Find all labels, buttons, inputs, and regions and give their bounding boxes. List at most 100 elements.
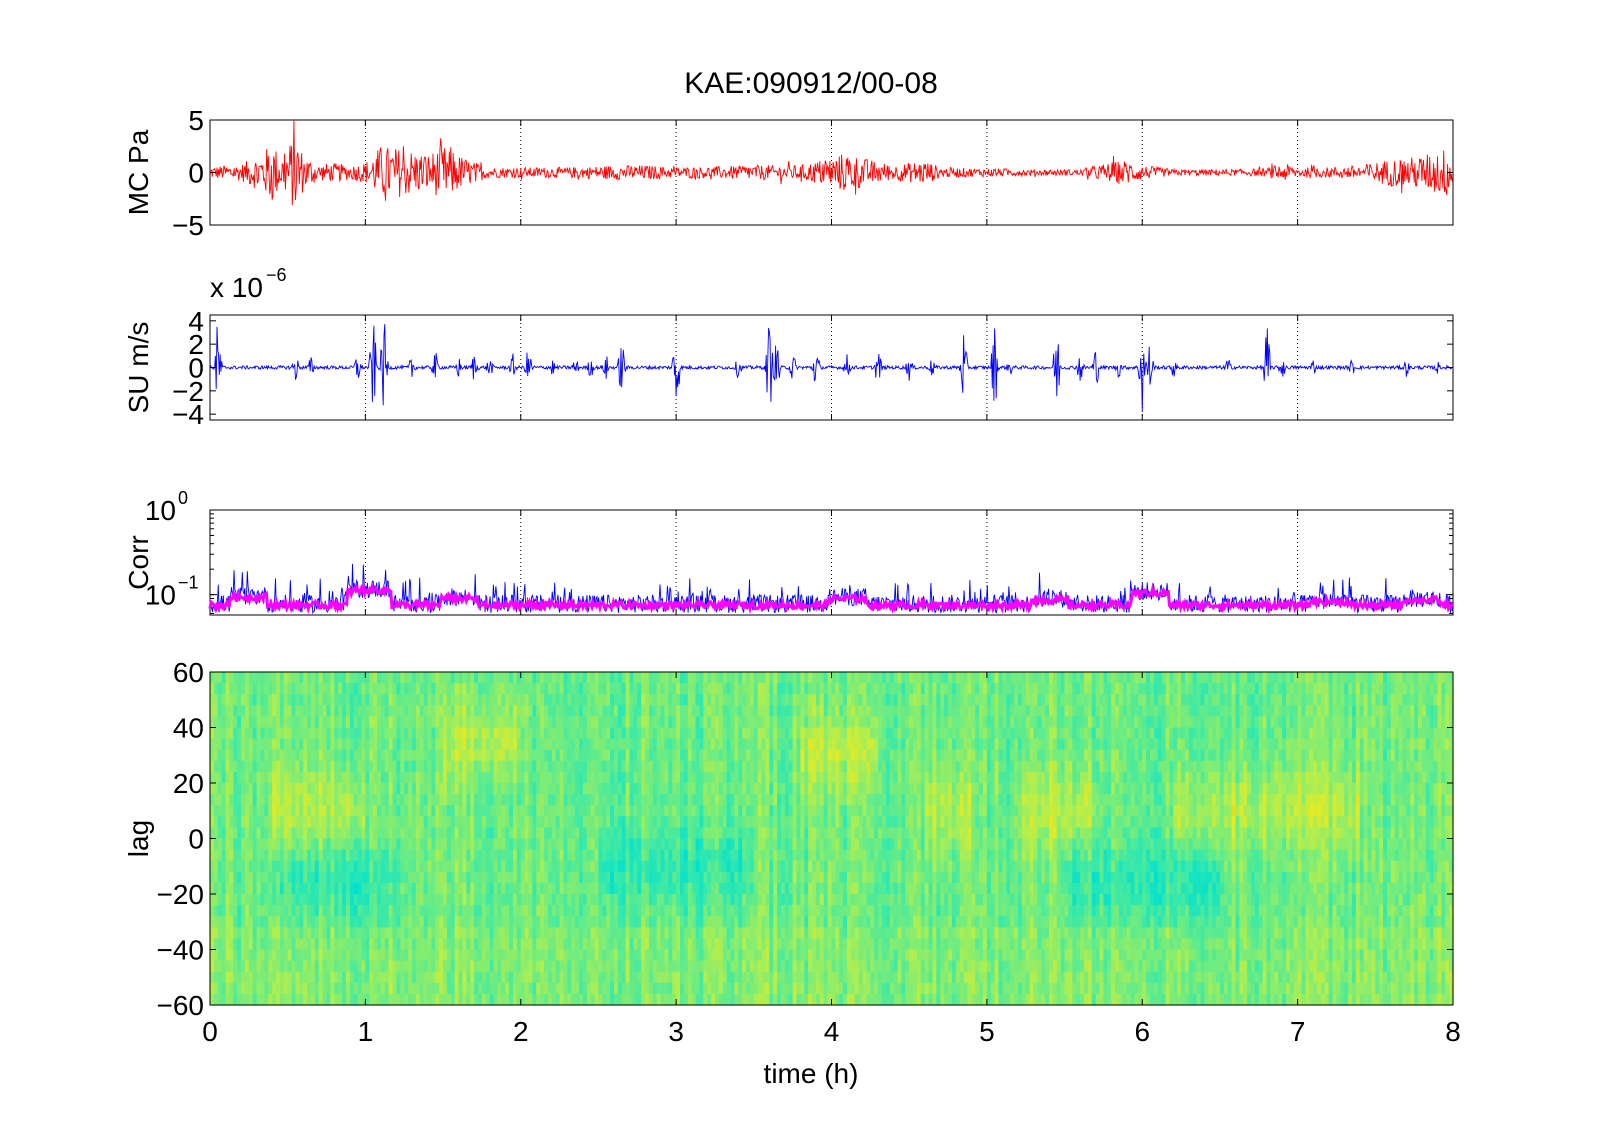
lag-heatmap-cell	[563, 849, 568, 862]
lag-heatmap-cell	[493, 749, 499, 762]
lag-heatmap-cell	[831, 672, 836, 684]
lag-heatmap-cell	[551, 871, 557, 884]
lag-heatmap-cell	[757, 716, 763, 729]
lag-heatmap-cell	[815, 805, 821, 817]
lag-heatmap-cell	[497, 816, 502, 828]
lag-heatmap-cell	[761, 716, 767, 729]
lag-heatmap-cell	[792, 794, 798, 806]
lag-heatmap-cell	[400, 672, 405, 684]
lag-heatmap-cell	[547, 738, 553, 751]
lag-heatmap-cell	[695, 749, 701, 762]
lag-heatmap-cell	[551, 738, 557, 751]
lag-heatmap-cell	[493, 672, 499, 684]
lag-heatmap-cell	[781, 738, 786, 751]
lag-heatmap-cell	[680, 971, 685, 984]
lag-heatmap-cell	[287, 871, 293, 884]
lag-heatmap-cell	[314, 672, 320, 684]
lag-heatmap-cell	[264, 805, 269, 817]
lag-heatmap-cell	[411, 960, 417, 973]
lag-heatmap-cell	[691, 738, 697, 751]
lag-heatmap-cell	[411, 783, 417, 795]
lag-heatmap-cell	[408, 916, 413, 928]
lag-heatmap-cell	[291, 783, 297, 795]
lag-heatmap-cell	[676, 749, 681, 762]
lag-heatmap-cell	[738, 982, 743, 995]
lag-heatmap-cell	[672, 672, 677, 684]
lag-heatmap-cell	[470, 960, 475, 973]
lag-heatmap-cell	[815, 672, 821, 684]
lag-heatmap-cell	[819, 860, 825, 873]
lag-heatmap-cell	[338, 905, 343, 917]
lag-heatmap-cell	[373, 749, 378, 762]
lag-heatmap-cell	[695, 760, 701, 773]
lag-heatmap-cell	[625, 738, 631, 751]
lag-heatmap-cell	[501, 738, 506, 751]
lag-heatmap-cell	[248, 882, 254, 895]
lag-heatmap-cell	[404, 849, 409, 862]
lag-heatmap-cell	[318, 683, 324, 695]
lag-heatmap-cell	[295, 882, 300, 895]
lag-heatmap-cell	[757, 827, 763, 840]
lag-heatmap-cell	[571, 727, 576, 740]
lag-heatmap-cell	[590, 727, 596, 740]
lag-heatmap-cell	[823, 849, 829, 862]
lag-heatmap-cell	[641, 738, 646, 751]
lag-heatmap-cell	[617, 794, 623, 806]
lag-heatmap-cell	[590, 971, 596, 984]
lag-heatmap-cell	[415, 805, 421, 817]
lag-heatmap-cell	[342, 905, 347, 917]
lag-heatmap-cell	[711, 894, 716, 906]
lag-heatmap-cell	[217, 993, 223, 1006]
lag-heatmap-cell	[703, 949, 708, 962]
lag-heatmap-cell	[353, 783, 359, 795]
lag-heatmap-cell	[703, 694, 708, 706]
lag-heatmap-cell	[221, 982, 227, 995]
lag-heatmap-cell	[699, 849, 704, 862]
lag-heatmap-cell	[547, 716, 553, 729]
lag-heatmap-cell	[773, 971, 778, 984]
lag-heatmap-cell	[691, 838, 697, 851]
lag-heatmap-cell	[427, 849, 432, 862]
lag-heatmap-cell	[621, 871, 627, 884]
lag-heatmap-cell	[501, 771, 506, 784]
lag-heatmap-cell	[544, 805, 549, 817]
lag-heatmap-cell	[621, 838, 627, 851]
lag-heatmap-cell	[419, 927, 425, 939]
lag-heatmap-cell	[819, 871, 825, 884]
lag-heatmap-cell	[244, 794, 250, 806]
lag-heatmap-cell	[734, 938, 739, 951]
lag-heatmap-cell	[373, 838, 378, 851]
lag-heatmap-cell	[489, 871, 495, 884]
lag-heatmap-cell	[641, 938, 646, 951]
lag-heatmap-cell	[462, 971, 467, 984]
lag-heatmap-cell	[516, 905, 522, 917]
lag-heatmap-cell	[544, 905, 549, 917]
lag-heatmap-cell	[598, 993, 603, 1006]
lag-heatmap-cell	[310, 749, 316, 762]
lag-heatmap-cell	[276, 683, 281, 695]
lag-heatmap-cell	[318, 816, 324, 828]
lag-heatmap-cell	[419, 871, 425, 884]
lag-heatmap-cell	[648, 993, 654, 1006]
lag-heatmap-cell	[268, 960, 273, 973]
lag-heatmap-cell	[827, 816, 833, 828]
lag-heatmap-cell	[233, 771, 238, 784]
lag-heatmap-cell	[815, 871, 821, 884]
lag-heatmap-cell	[676, 838, 681, 851]
lag-heatmap-cell	[462, 882, 467, 895]
lag-heatmap-cell	[769, 705, 774, 717]
lag-heatmap-cell	[435, 738, 440, 751]
lag-heatmap-cell	[567, 960, 572, 973]
lag-heatmap-cell	[582, 783, 588, 795]
lag-heatmap-cell	[322, 905, 328, 917]
lag-heatmap-cell	[606, 882, 611, 895]
lag-heatmap-cell	[244, 916, 250, 928]
lag-heatmap-cell	[345, 971, 351, 984]
lag-heatmap-cell	[683, 783, 689, 795]
lag-heatmap-cell	[287, 805, 293, 817]
lag-heatmap-cell	[769, 982, 774, 995]
lag-heatmap-cell	[353, 794, 359, 806]
lag-heatmap-cell	[229, 705, 234, 717]
lag-heatmap-cell	[318, 783, 324, 795]
lag-heatmap-cell	[334, 905, 339, 917]
